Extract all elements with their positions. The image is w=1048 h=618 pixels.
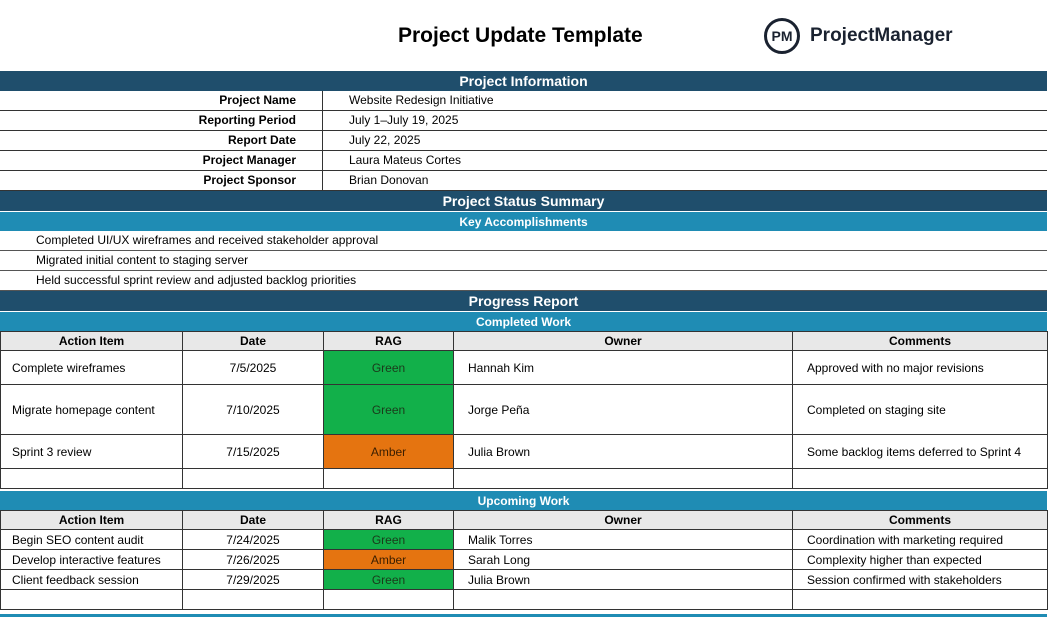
- cell-comments[interactable]: Coordination with marketing required: [792, 529, 1048, 550]
- column-header-comments: Comments: [792, 510, 1048, 530]
- accomplishment-item[interactable]: Migrated initial content to staging serv…: [0, 251, 1047, 271]
- info-row[interactable]: Report Date July 22, 2025: [0, 131, 1047, 151]
- table-header-row: Action Item Date RAG Owner Comments: [0, 510, 1048, 530]
- empty-cell[interactable]: [792, 589, 1048, 610]
- empty-cell[interactable]: [453, 589, 793, 610]
- info-label: Reporting Period: [0, 111, 323, 130]
- info-row[interactable]: Project Sponsor Brian Donovan: [0, 171, 1047, 191]
- cell-action-item[interactable]: Sprint 3 review: [0, 434, 183, 469]
- empty-cell[interactable]: [0, 468, 183, 489]
- cell-comments[interactable]: Complexity higher than expected: [792, 549, 1048, 570]
- cell-rag-status[interactable]: Amber: [323, 434, 454, 469]
- cell-action-item[interactable]: Begin SEO content audit: [0, 529, 183, 550]
- empty-cell[interactable]: [0, 589, 183, 610]
- empty-cell[interactable]: [182, 589, 324, 610]
- column-header-owner: Owner: [453, 510, 793, 530]
- info-value[interactable]: Website Redesign Initiative: [349, 93, 494, 107]
- column-header-date: Date: [182, 510, 324, 530]
- completed-work-table: Action Item Date RAG Owner Comments Comp…: [0, 331, 1048, 489]
- cell-date[interactable]: 7/29/2025: [182, 569, 324, 590]
- info-row[interactable]: Reporting Period July 1–July 19, 2025: [0, 111, 1047, 131]
- brand-name: ProjectManager: [810, 25, 953, 46]
- empty-cell[interactable]: [323, 589, 454, 610]
- cell-comments[interactable]: Completed on staging site: [792, 384, 1048, 435]
- cell-action-item[interactable]: Client feedback session: [0, 569, 183, 590]
- column-header-action-item: Action Item: [0, 510, 183, 530]
- column-header-comments: Comments: [792, 331, 1048, 351]
- cell-comments[interactable]: Approved with no major revisions: [792, 350, 1048, 385]
- cell-date[interactable]: 7/26/2025: [182, 549, 324, 570]
- cell-rag-status[interactable]: Amber: [323, 549, 454, 570]
- cell-owner[interactable]: Jorge Peña: [453, 384, 793, 435]
- page-header: Project Update Template PM ProjectManage…: [0, 0, 1048, 71]
- cell-comments[interactable]: Session confirmed with stakeholders: [792, 569, 1048, 590]
- info-label: Project Name: [0, 91, 323, 110]
- table-header-row: Action Item Date RAG Owner Comments: [0, 331, 1048, 351]
- section-progress-report: Progress Report: [0, 291, 1047, 311]
- empty-cell[interactable]: [792, 468, 1048, 489]
- info-row[interactable]: Project Manager Laura Mateus Cortes: [0, 151, 1047, 171]
- cell-action-item[interactable]: Migrate homepage content: [0, 384, 183, 435]
- table-row[interactable]: Client feedback session 7/29/2025 Green …: [0, 569, 1048, 590]
- info-value[interactable]: Brian Donovan: [349, 173, 429, 187]
- section-status-summary: Project Status Summary: [0, 191, 1047, 211]
- cell-comments[interactable]: Some backlog items deferred to Sprint 4: [792, 434, 1048, 469]
- info-label: Project Manager: [0, 151, 323, 170]
- info-label: Project Sponsor: [0, 171, 323, 190]
- cell-rag-status[interactable]: Green: [323, 350, 454, 385]
- pm-logo-icon: PM: [764, 18, 800, 54]
- project-information-table: Project Name Website Redesign Initiative…: [0, 91, 1047, 191]
- table-row[interactable]: Develop interactive features 7/26/2025 A…: [0, 549, 1048, 570]
- empty-cell[interactable]: [453, 468, 793, 489]
- upcoming-work-table: Action Item Date RAG Owner Comments Begi…: [0, 510, 1048, 610]
- info-value[interactable]: July 1–July 19, 2025: [349, 113, 459, 127]
- column-header-rag: RAG: [323, 331, 454, 351]
- empty-cell[interactable]: [182, 468, 324, 489]
- column-header-action-item: Action Item: [0, 331, 183, 351]
- table-row[interactable]: Sprint 3 review 7/15/2025 Amber Julia Br…: [0, 434, 1048, 469]
- cell-rag-status[interactable]: Green: [323, 529, 454, 550]
- subsection-upcoming-work: Upcoming Work: [0, 490, 1047, 510]
- accomplishment-item[interactable]: Held successful sprint review and adjust…: [0, 271, 1047, 291]
- empty-cell[interactable]: [323, 468, 454, 489]
- table-row-empty[interactable]: [0, 468, 1048, 489]
- cell-action-item[interactable]: Complete wireframes: [0, 350, 183, 385]
- table-row[interactable]: Begin SEO content audit 7/24/2025 Green …: [0, 529, 1048, 550]
- info-value[interactable]: Laura Mateus Cortes: [349, 153, 462, 167]
- cell-rag-status[interactable]: Green: [323, 384, 454, 435]
- cell-date[interactable]: 7/10/2025: [182, 384, 324, 435]
- cell-rag-status[interactable]: Green: [323, 569, 454, 590]
- report-sheet: Project Information Project Name Website…: [0, 71, 1048, 610]
- cell-owner[interactable]: Sarah Long: [453, 549, 793, 570]
- column-header-rag: RAG: [323, 510, 454, 530]
- accomplishment-item[interactable]: Completed UI/UX wireframes and received …: [0, 231, 1047, 251]
- cell-date[interactable]: 7/15/2025: [182, 434, 324, 469]
- table-row[interactable]: Migrate homepage content 7/10/2025 Green…: [0, 384, 1048, 435]
- cell-owner[interactable]: Hannah Kim: [453, 350, 793, 385]
- cell-date[interactable]: 7/24/2025: [182, 529, 324, 550]
- table-row[interactable]: Complete wireframes 7/5/2025 Green Hanna…: [0, 350, 1048, 385]
- info-label: Report Date: [0, 131, 323, 150]
- info-row[interactable]: Project Name Website Redesign Initiative: [0, 91, 1047, 111]
- cell-owner[interactable]: Malik Torres: [453, 529, 793, 550]
- column-header-date: Date: [182, 331, 324, 351]
- cell-action-item[interactable]: Develop interactive features: [0, 549, 183, 570]
- page-title: Project Update Template: [398, 24, 643, 47]
- subsection-key-accomplishments: Key Accomplishments: [0, 211, 1047, 231]
- brand-logo: PM ProjectManager: [764, 16, 953, 56]
- bottom-rule: [0, 614, 1047, 617]
- section-project-information: Project Information: [0, 71, 1047, 91]
- info-value[interactable]: July 22, 2025: [349, 133, 421, 147]
- table-row-empty[interactable]: [0, 589, 1048, 610]
- cell-owner[interactable]: Julia Brown: [453, 434, 793, 469]
- cell-owner[interactable]: Julia Brown: [453, 569, 793, 590]
- column-header-owner: Owner: [453, 331, 793, 351]
- cell-date[interactable]: 7/5/2025: [182, 350, 324, 385]
- subsection-completed-work: Completed Work: [0, 311, 1047, 331]
